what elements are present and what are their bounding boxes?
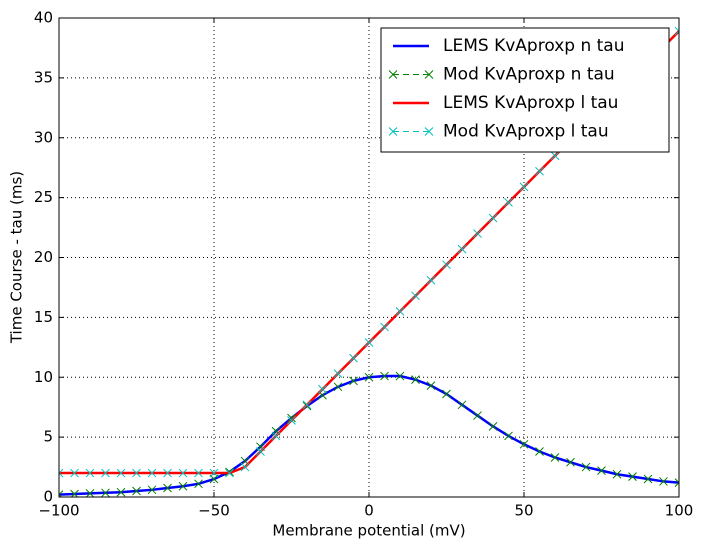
series-marker (612, 469, 622, 479)
series-marker (550, 453, 560, 462)
series-marker (442, 260, 451, 270)
series-marker (364, 372, 374, 382)
series-marker (101, 468, 110, 478)
x-tick-label: 0 (364, 502, 374, 520)
y-tick-label: 20 (34, 248, 53, 266)
series-marker (349, 353, 358, 363)
series-line (59, 374, 679, 496)
series-marker (504, 431, 513, 441)
series-marker (597, 466, 606, 476)
series-marker (411, 375, 420, 384)
series-marker (240, 462, 250, 472)
series-marker (333, 382, 343, 392)
series-marker (85, 489, 95, 497)
series-marker (380, 322, 389, 332)
series-marker (473, 411, 482, 420)
legend-marker (424, 127, 434, 136)
series-marker (519, 439, 529, 449)
series-marker (59, 490, 64, 497)
x-tick-label: −50 (198, 502, 230, 520)
series-marker (163, 468, 172, 478)
series-marker (132, 486, 141, 496)
plot-frame (58, 17, 680, 498)
y-tick-label: 0 (43, 488, 53, 506)
legend-label: LEMS KvAproxp l tau (443, 93, 618, 113)
series-marker (147, 485, 157, 495)
series-marker (395, 371, 405, 381)
series-marker (85, 468, 95, 478)
series-marker (302, 400, 312, 410)
legend-label: Mod KvAproxp n tau (443, 65, 615, 85)
series-marker (178, 481, 188, 491)
y-tick-label: 10 (34, 368, 53, 386)
series-marker (473, 229, 482, 238)
series-marker (488, 213, 498, 223)
series-marker (194, 468, 203, 478)
series-marker (442, 389, 451, 399)
series-marker (581, 462, 591, 472)
series-marker (364, 338, 374, 347)
y-tick-label: 30 (34, 128, 53, 146)
series-marker (287, 416, 296, 425)
series-marker (504, 198, 513, 207)
series-marker (566, 457, 575, 467)
axes: −100 −50 0 50 100 0 5 10 15 20 25 30 35 40 (34, 9, 693, 520)
series-marker (333, 369, 343, 379)
series-marker (70, 468, 79, 478)
series-marker (116, 468, 126, 478)
series-marker (209, 468, 219, 478)
series-marker (194, 479, 203, 489)
series-marker (225, 468, 234, 478)
series-marker (349, 376, 358, 386)
series-marker (116, 487, 126, 497)
series-marker (674, 478, 679, 487)
series-marker (287, 413, 296, 423)
legend-marker (388, 70, 398, 79)
y-tick-label: 5 (43, 428, 53, 446)
x-tick-label: 50 (514, 502, 533, 520)
series-marker (674, 26, 679, 36)
series-marker (256, 447, 265, 456)
legend-marker (388, 127, 398, 136)
x-axis-label: Membrane potential (mV) (272, 522, 465, 540)
series-marker (426, 381, 436, 390)
series-marker (132, 468, 141, 478)
legend-label: Mod KvAproxp l tau (443, 122, 609, 142)
series-marker (318, 384, 327, 394)
series-marker (550, 151, 560, 161)
series-marker (457, 244, 467, 254)
series-marker (628, 472, 637, 481)
y-tick-label: 15 (34, 308, 53, 326)
series-marker (163, 483, 172, 493)
series-marker (457, 400, 467, 410)
x-tick-label: −100 (38, 502, 79, 520)
series-marker (535, 166, 544, 176)
y-tick-label: 40 (34, 9, 53, 27)
legend: LEMS KvAproxp n tau Mod KvAproxp n tau LEM… (380, 27, 670, 153)
series-marker (411, 291, 420, 301)
series-marker (488, 421, 498, 431)
series-marker (59, 468, 64, 478)
series-marker (395, 307, 405, 316)
series-marker (519, 182, 529, 192)
series-marker (178, 468, 188, 478)
legend-marker (424, 70, 434, 79)
series-marker (380, 371, 389, 381)
series-marker (535, 447, 544, 456)
series-marker (426, 275, 436, 285)
series-marker (643, 474, 653, 484)
series-marker (659, 477, 668, 486)
series-marker (147, 468, 157, 478)
x-tick-label: 100 (665, 502, 694, 520)
legend-label: LEMS KvAproxp n tau (443, 36, 625, 56)
y-axis-label: Time Course - tau (ms) (8, 171, 26, 344)
series-marker (271, 431, 281, 441)
y-tick-label: 25 (34, 188, 53, 206)
y-tick-label: 35 (34, 68, 53, 86)
series-marker (101, 488, 110, 497)
